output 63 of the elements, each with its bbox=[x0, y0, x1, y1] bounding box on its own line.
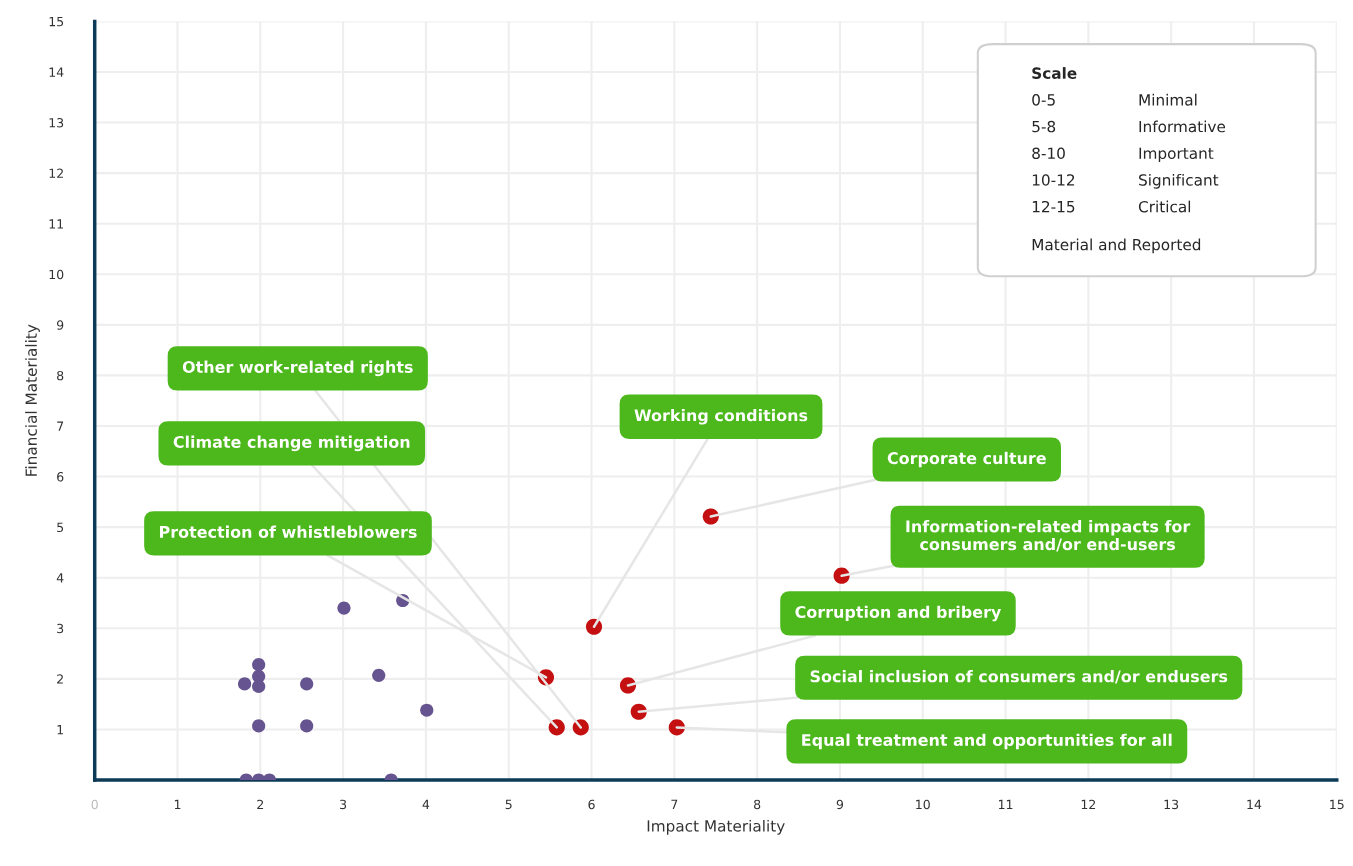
x-tick-label: 11 bbox=[998, 799, 1013, 809]
annotation: Critical bbox=[1138, 200, 1191, 213]
y-tick-label: 11 bbox=[49, 219, 63, 229]
x-tick-label: 10 bbox=[916, 799, 930, 810]
annotation: 8-10 bbox=[1032, 147, 1065, 160]
annotation: 10-12 bbox=[1032, 174, 1075, 186]
y-tick-label: 6 bbox=[57, 472, 64, 482]
annotation: Minimal bbox=[1139, 93, 1197, 106]
y-tick-label: 2 bbox=[57, 674, 63, 684]
x-tick-label: 5 bbox=[505, 799, 512, 810]
annotation: Corporate culture bbox=[887, 451, 1046, 468]
x-tick-label: 9 bbox=[836, 799, 844, 810]
point bbox=[372, 668, 386, 682]
point bbox=[238, 677, 252, 691]
point bbox=[337, 601, 351, 615]
x-tick-label: 6 bbox=[588, 799, 595, 810]
annotation: Corruption and bribery bbox=[795, 605, 1002, 622]
x-tick-label: 14 bbox=[1247, 799, 1262, 809]
annotation: Important bbox=[1139, 147, 1214, 162]
x-tick-label: 4 bbox=[422, 799, 430, 809]
annotation: Other work-related rights bbox=[182, 360, 413, 377]
annotation: Protection of whistleblowers bbox=[160, 525, 417, 538]
annotation: Material and Reported bbox=[1032, 238, 1201, 254]
x-tick-label: 12 bbox=[1081, 799, 1096, 809]
annotation: Information-related impacts for consumers and/or end-users bbox=[906, 520, 1191, 552]
y-tick-label: 10 bbox=[49, 269, 64, 280]
y-tick-label: 12 bbox=[49, 168, 63, 178]
x-tick-label: 1 bbox=[174, 799, 181, 809]
annotation: 0-5 bbox=[1032, 94, 1055, 106]
point bbox=[252, 658, 266, 672]
y-tick-label: 5 bbox=[57, 522, 64, 533]
annotation: Informative bbox=[1139, 120, 1226, 133]
y-tick-label: 4 bbox=[56, 573, 64, 583]
x-tick-label: 3 bbox=[340, 799, 347, 810]
point bbox=[300, 677, 314, 691]
annotation: 12-15 bbox=[1032, 200, 1075, 213]
annotation: 5-8 bbox=[1032, 120, 1056, 133]
point bbox=[252, 679, 266, 694]
y-tick-label: 14 bbox=[49, 67, 64, 77]
x-axis-title: Impact Materiality bbox=[647, 819, 785, 835]
x-tick-label: 13 bbox=[1164, 799, 1179, 810]
x-tick-label: 15 bbox=[1330, 799, 1344, 810]
point bbox=[420, 703, 434, 717]
point bbox=[300, 719, 314, 733]
annotation: Scale bbox=[1032, 67, 1077, 79]
y-tick-label: 3 bbox=[57, 623, 64, 634]
y-tick-label: 8 bbox=[57, 370, 64, 381]
y-tick-label: 13 bbox=[49, 118, 64, 128]
point bbox=[252, 719, 266, 733]
y-tick-label: 15 bbox=[49, 17, 64, 27]
y-tick-label: 7 bbox=[57, 421, 64, 431]
x-tick-label: 0 bbox=[91, 799, 98, 810]
annotation: Social inclusion of consumers and/or endusers bbox=[810, 670, 1228, 684]
x-tick-label: 2 bbox=[257, 799, 264, 809]
x-tick-label: 8 bbox=[754, 799, 761, 810]
x-tick-label: 7 bbox=[671, 799, 678, 809]
annotation: Equal treatment and opportunities for all bbox=[802, 733, 1172, 750]
y-tick-label: 9 bbox=[56, 320, 64, 330]
annotation: Working conditions bbox=[634, 408, 808, 425]
y-tick-label: 1 bbox=[57, 725, 63, 735]
annotation: Climate change mitigation bbox=[173, 435, 410, 452]
y-axis-title: Financial Materiality bbox=[25, 324, 40, 476]
annotation: Significant bbox=[1139, 173, 1219, 189]
